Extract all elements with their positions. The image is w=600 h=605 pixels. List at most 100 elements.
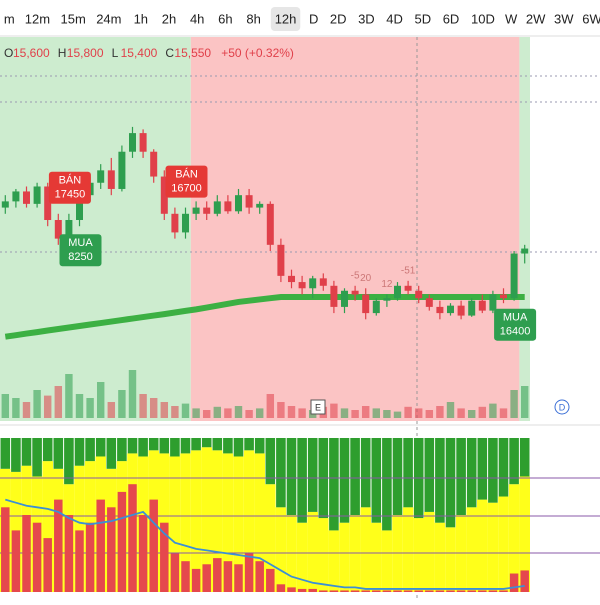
interval-button[interactable]: 1h — [134, 11, 148, 26]
interval-button[interactable]: W — [505, 11, 518, 26]
volume-bar — [213, 406, 222, 418]
oscillator-upper — [180, 438, 191, 454]
oscillator-red-bar — [340, 590, 349, 592]
oscillator-upper — [106, 438, 117, 469]
interval-button[interactable]: 5D — [414, 11, 431, 26]
oscillator-red-bar — [276, 584, 286, 592]
volume-bar — [75, 394, 84, 418]
interval-button[interactable]: 4h — [190, 11, 204, 26]
oscillator-fill — [487, 502, 499, 592]
oscillator-upper — [42, 438, 53, 462]
oscillator-fill — [307, 511, 318, 592]
interval-button[interactable]: 2D — [330, 11, 347, 26]
interval-button[interactable]: 2h — [162, 11, 176, 26]
candle-body — [288, 275, 295, 283]
volume-bar — [393, 411, 402, 418]
oscillator-upper — [307, 438, 318, 512]
interval-button[interactable]: 6W — [582, 11, 600, 26]
oscillator-red-bar — [414, 590, 423, 592]
oscillator-red-bar — [393, 590, 402, 592]
ohlc-change: +50 (+0.32%) — [221, 46, 294, 60]
oscillator-upper — [456, 438, 466, 515]
oscillator-red-bar — [43, 538, 52, 592]
candle-body — [425, 298, 433, 307]
signal-note: 20 — [360, 273, 372, 284]
oscillator-red-bar — [361, 590, 370, 592]
candle-body — [394, 285, 401, 299]
interval-button[interactable]: 12m — [25, 11, 50, 26]
candle-body — [235, 195, 242, 212]
candle-body — [383, 298, 391, 301]
interval-button[interactable]: 2W — [526, 11, 546, 26]
interval-button[interactable]: 3D — [358, 11, 375, 26]
volume-bar — [118, 390, 126, 418]
volume-bar — [446, 402, 455, 418]
oscillator-red-bar — [319, 590, 328, 592]
oscillator-upper — [445, 438, 456, 528]
interval-button[interactable]: 24m — [96, 11, 121, 26]
interval-button[interactable]: 15m — [61, 11, 86, 26]
candle-body — [362, 294, 370, 314]
interval-button[interactable]: 12h — [275, 11, 297, 26]
oscillator-upper — [435, 438, 445, 523]
volume-bar — [96, 382, 105, 418]
oscillator-fill — [296, 522, 308, 592]
oscillator-red-bar — [382, 590, 392, 592]
candle-body — [224, 201, 232, 212]
oscillator-fill — [466, 507, 477, 592]
candle-body — [97, 170, 105, 183]
volume-bar — [510, 390, 518, 418]
ohlc-key: O — [4, 46, 13, 60]
candle-body — [298, 282, 306, 289]
oscillator-red-bar — [329, 590, 339, 592]
candle-body — [500, 294, 507, 299]
oscillator-upper — [21, 438, 32, 466]
oscillator-red-bar — [54, 499, 63, 592]
interval-button[interactable]: 10D — [471, 11, 495, 26]
candle-body — [319, 278, 327, 286]
oscillator-upper — [11, 438, 21, 472]
interval-button[interactable]: 3W — [554, 11, 574, 26]
marker-label: D — [559, 402, 566, 412]
oscillator-fill — [445, 527, 456, 592]
oscillator-red-bar — [350, 590, 360, 592]
candle-body — [415, 290, 423, 299]
interval-button[interactable]: 8h — [246, 11, 260, 26]
ohlc-value: 15,800 — [67, 46, 104, 60]
interval-button[interactable]: 6h — [218, 11, 232, 26]
oscillator-red-bar — [128, 484, 137, 592]
interval-button[interactable]: 6D — [443, 11, 460, 26]
candle-body — [341, 290, 348, 307]
oscillator-fill — [328, 530, 340, 592]
oscillator-fill — [180, 453, 191, 592]
interval-button[interactable]: m — [4, 11, 15, 26]
interval-button[interactable]: 4D — [386, 11, 403, 26]
ohlc-value: 15,550 — [174, 46, 211, 60]
interval-button[interactable]: D — [309, 11, 318, 26]
volume-bar — [330, 403, 338, 418]
signal-box — [165, 165, 208, 198]
oscillator-red-bar — [117, 491, 127, 592]
candle-body — [510, 253, 518, 299]
zone-background — [0, 37, 191, 421]
candle-body — [118, 151, 126, 189]
oscillator-red-bar — [191, 568, 201, 592]
oscillator-fill — [339, 522, 350, 592]
oscillator-red-bar — [96, 499, 105, 592]
oscillator-upper — [403, 438, 413, 508]
oscillator-upper — [201, 438, 212, 448]
oscillator-upper — [488, 438, 498, 503]
oscillator-red-bar — [499, 590, 508, 592]
oscillator-fill — [42, 461, 53, 592]
oscillator-upper — [392, 438, 403, 515]
oscillator-fill — [222, 453, 234, 592]
volume-bar — [128, 370, 137, 418]
oscillator-red-bar — [467, 590, 476, 592]
oscillator-red-bar — [372, 590, 381, 592]
candle-body — [404, 285, 412, 291]
signal-price: 8250 — [68, 251, 92, 263]
right-area — [530, 37, 600, 600]
signal-label: BÁN — [175, 167, 198, 180]
oscillator-upper — [265, 438, 276, 485]
volume-bar — [298, 408, 306, 418]
